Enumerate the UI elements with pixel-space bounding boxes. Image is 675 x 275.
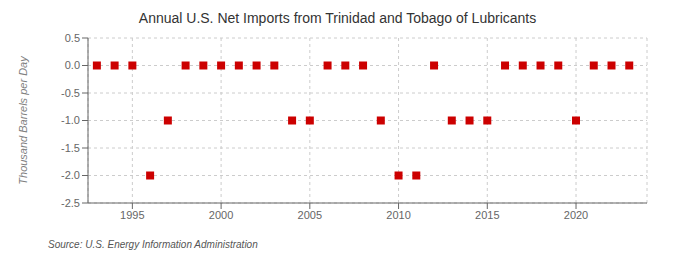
svg-text:0.5: 0.5 (65, 32, 80, 44)
html-text:Annual U.S. Net Imports from T: Annual U.S. Net Imports from Trinidad an… (138, 10, 537, 26)
svg-text:2020: 2020 (564, 209, 588, 221)
html-text:Source: U.S. Energy Informatio: Source: U.S. Energy Information Administ… (48, 239, 258, 250)
svg-text:2000: 2000 (209, 209, 233, 221)
svg-text:-1.0: -1.0 (61, 114, 80, 126)
svg-text:-2.0: -2.0 (61, 169, 80, 181)
svg-text:-0.5: -0.5 (61, 87, 80, 99)
svg-text:0.0: 0.0 (65, 59, 80, 71)
svg-text:1995: 1995 (120, 209, 144, 221)
svg-text:-1.5: -1.5 (61, 142, 80, 154)
svg-text:2005: 2005 (298, 209, 322, 221)
svg-text:-2.5: -2.5 (61, 197, 80, 209)
svg-text:Thousand Barrels per Day: Thousand Barrels per Day (17, 55, 29, 185)
svg-text:2010: 2010 (386, 209, 410, 221)
svg-text:2015: 2015 (475, 209, 499, 221)
